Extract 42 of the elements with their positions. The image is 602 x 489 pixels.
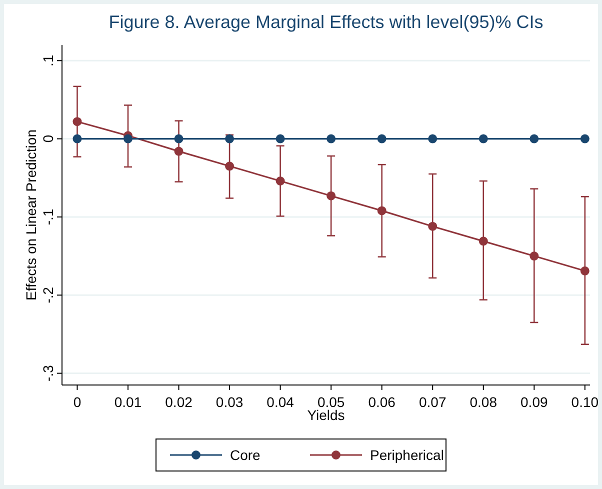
x-tick-label: 0.09 — [520, 394, 548, 410]
x-tick-label: 0 — [73, 394, 82, 410]
point — [428, 134, 438, 144]
point — [124, 134, 132, 144]
point — [72, 134, 82, 144]
x-axis-title: Yields — [307, 407, 345, 423]
x-tick-label: 0.01 — [114, 394, 142, 410]
point — [72, 117, 82, 126]
point — [580, 266, 590, 276]
x-tick-label: 0.02 — [165, 394, 193, 410]
legend-label: Core — [230, 447, 261, 463]
point — [174, 146, 184, 156]
point — [530, 134, 539, 144]
y-tick-label: .1 — [40, 54, 56, 66]
point — [174, 134, 184, 144]
point — [377, 134, 386, 144]
point — [276, 134, 285, 144]
point — [326, 191, 336, 200]
point — [478, 134, 488, 144]
point — [478, 236, 488, 246]
y-tick-label: 0 — [40, 134, 56, 143]
y-axis-title: Effects on Linear Prediction — [23, 130, 39, 300]
chart-title: Figure 8. Average Marginal Effects with level(95)% CIs — [108, 12, 544, 32]
x-tick-label: 0.03 — [216, 394, 244, 410]
y-tick-label: -.2 — [40, 286, 56, 304]
y-tick-label: -.1 — [40, 208, 56, 226]
x-tick-label: 0.05 — [317, 394, 345, 410]
point — [377, 206, 386, 216]
point — [326, 134, 336, 144]
point — [225, 134, 234, 144]
legend-label: Peripherical — [370, 447, 444, 463]
x-tick-label: 0.07 — [418, 394, 446, 410]
x-tick-label: 0.04 — [266, 394, 294, 410]
point — [225, 162, 234, 171]
y-tick-label: -.3 — [40, 364, 56, 382]
point — [276, 176, 285, 186]
x-tick-label: 0.10 — [571, 394, 599, 410]
x-tick-label: 0.08 — [470, 394, 498, 410]
x-tick-label: 0.06 — [368, 394, 396, 410]
point — [428, 222, 438, 231]
point — [580, 134, 590, 144]
point — [530, 252, 539, 261]
